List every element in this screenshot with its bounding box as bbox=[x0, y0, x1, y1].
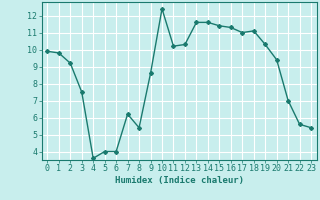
X-axis label: Humidex (Indice chaleur): Humidex (Indice chaleur) bbox=[115, 176, 244, 185]
